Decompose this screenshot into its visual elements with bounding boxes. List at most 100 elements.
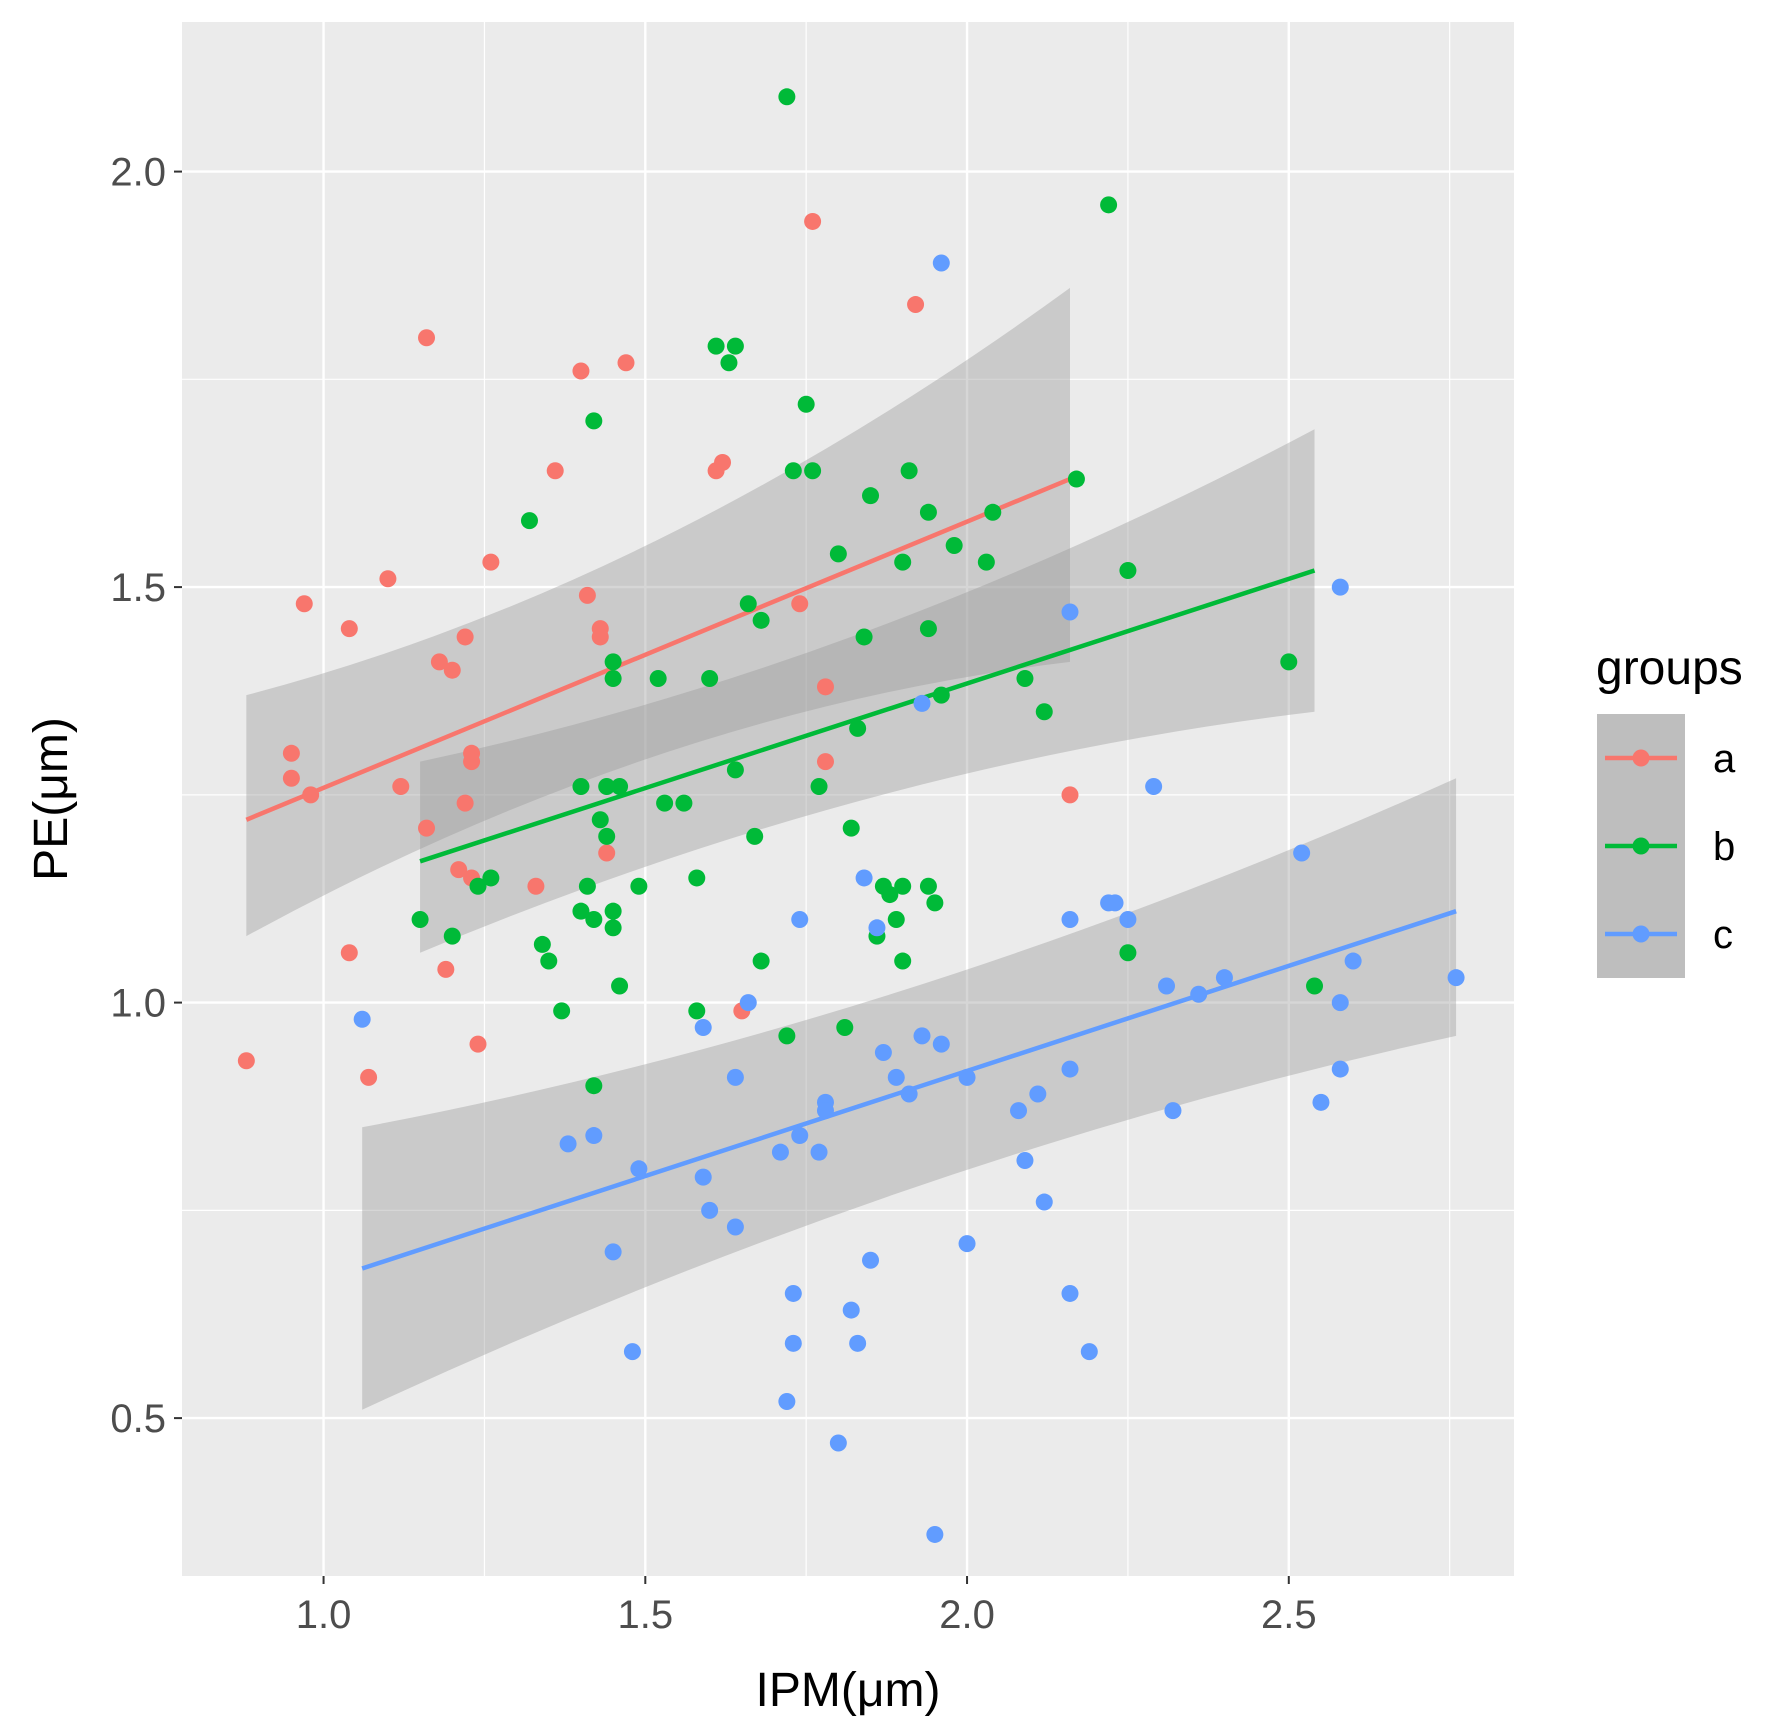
data-point-b	[1067, 470, 1085, 488]
data-point-c	[1106, 894, 1124, 912]
data-point-b	[469, 877, 487, 895]
data-point-a	[340, 620, 358, 638]
legend-label-a: a	[1713, 737, 1736, 781]
data-point-b	[726, 761, 744, 779]
grid-lines	[182, 22, 1514, 1576]
legend-key-point-b	[1632, 837, 1650, 855]
data-point-a	[816, 678, 834, 696]
data-point-b	[598, 827, 616, 845]
data-point-c	[701, 1201, 719, 1219]
data-point-c	[1061, 1284, 1079, 1302]
data-point-b	[900, 462, 918, 480]
data-point-c	[791, 910, 809, 928]
data-point-c	[739, 994, 757, 1012]
data-point-a	[430, 653, 448, 671]
data-point-c	[842, 1301, 860, 1319]
data-point-b	[984, 503, 1002, 521]
y-tick-label: 1.0	[110, 982, 166, 1026]
data-point-b	[1100, 196, 1118, 214]
data-point-b	[919, 877, 937, 895]
data-point-a	[437, 960, 455, 978]
data-point-b	[720, 354, 738, 372]
confidence-band-a	[246, 287, 1070, 937]
data-point-a	[791, 595, 809, 613]
data-point-a	[527, 877, 545, 895]
data-point-a	[282, 769, 300, 787]
data-point-a	[237, 1052, 255, 1070]
data-point-b	[585, 910, 603, 928]
data-point-b	[675, 794, 693, 812]
data-point-b	[836, 1019, 854, 1037]
data-point-c	[1119, 910, 1137, 928]
data-point-b	[585, 412, 603, 430]
data-points	[237, 88, 1465, 1543]
data-point-c	[1029, 1085, 1047, 1103]
data-point-b	[1280, 653, 1298, 671]
data-point-c	[1293, 844, 1311, 862]
data-point-c	[1447, 969, 1465, 987]
legend-title: groups	[1596, 642, 1743, 695]
data-point-c	[1061, 1060, 1079, 1078]
data-point-b	[810, 778, 828, 796]
data-point-c	[623, 1343, 641, 1361]
fit-line-b	[419, 568, 1316, 864]
data-point-a	[360, 1068, 378, 1086]
data-point-b	[842, 819, 860, 837]
legend-key-point-c	[1632, 925, 1650, 943]
data-point-a	[418, 329, 436, 347]
data-point-c	[559, 1135, 577, 1153]
data-point-a	[482, 553, 500, 571]
data-point-b	[977, 553, 995, 571]
x-tick-label: 2.0	[939, 1593, 995, 1637]
data-point-a	[1061, 786, 1079, 804]
data-point-c	[926, 1525, 944, 1543]
data-point-b	[894, 877, 912, 895]
fit-line-a	[245, 476, 1071, 822]
data-point-c	[810, 1143, 828, 1161]
data-point-b	[604, 902, 622, 920]
data-point-c	[1331, 1060, 1349, 1078]
data-point-c	[784, 1334, 802, 1352]
data-point-b	[926, 894, 944, 912]
data-point-b	[849, 719, 867, 737]
data-point-b	[887, 910, 905, 928]
y-tick-label: 1.5	[110, 566, 166, 610]
data-point-a	[282, 744, 300, 762]
data-point-c	[630, 1160, 648, 1178]
data-point-b	[585, 1077, 603, 1095]
data-point-c	[1080, 1343, 1098, 1361]
data-point-a	[804, 212, 822, 230]
data-point-b	[591, 811, 609, 829]
data-point-c	[694, 1019, 712, 1037]
data-point-c	[771, 1143, 789, 1161]
data-point-b	[1119, 561, 1137, 579]
data-point-b	[598, 778, 616, 796]
data-point-a	[598, 844, 616, 862]
data-point-b	[1119, 944, 1137, 962]
data-point-a	[340, 944, 358, 962]
data-point-c	[353, 1010, 371, 1028]
data-point-b	[752, 611, 770, 629]
data-point-c	[726, 1068, 744, 1086]
x-tick-label: 1.0	[296, 1593, 352, 1637]
data-point-b	[572, 902, 590, 920]
data-point-a	[546, 462, 564, 480]
data-point-b	[1306, 977, 1324, 995]
data-point-b	[778, 88, 796, 106]
data-point-c	[791, 1127, 809, 1145]
data-point-c	[862, 1251, 880, 1269]
data-point-b	[604, 653, 622, 671]
data-point-a	[418, 819, 436, 837]
confidence-band-b	[420, 429, 1315, 953]
data-point-a	[456, 794, 474, 812]
data-point-c	[855, 869, 873, 887]
data-point-c	[694, 1168, 712, 1186]
data-point-b	[752, 952, 770, 970]
data-point-b	[688, 1002, 706, 1020]
data-point-a	[456, 628, 474, 646]
y-axis-title: PE(μm)	[25, 717, 78, 881]
data-point-c	[868, 919, 886, 937]
data-point-b	[701, 670, 719, 688]
data-point-b	[604, 670, 622, 688]
